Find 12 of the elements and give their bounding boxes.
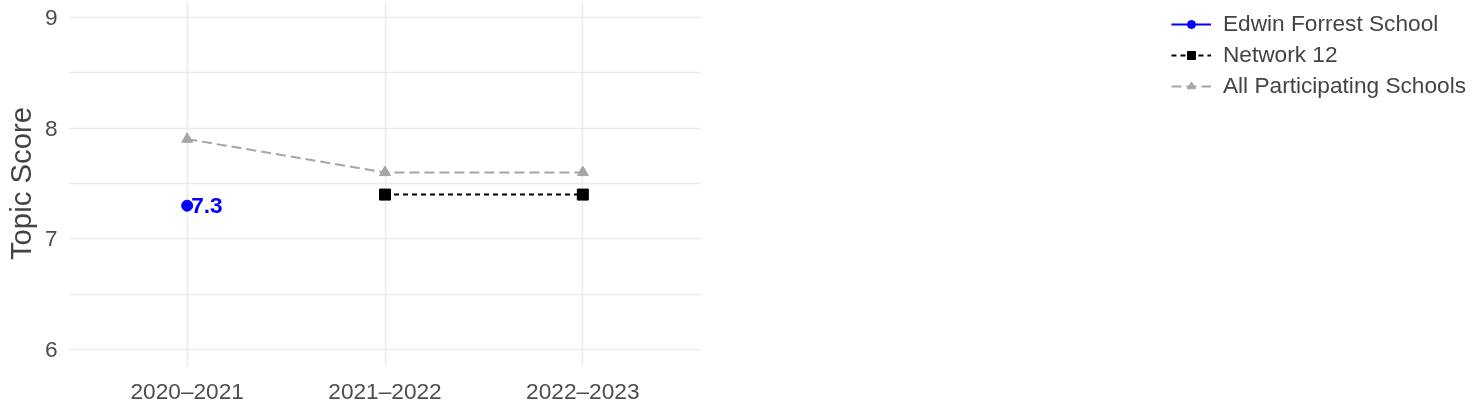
legend-label: Network 12 <box>1222 41 1338 68</box>
legend-label: All Participating Schools <box>1222 72 1466 99</box>
y-tick-label: 7 <box>44 225 58 252</box>
legend-label: Edwin Forrest School <box>1222 10 1439 37</box>
data-label: 7.3 <box>191 192 223 219</box>
x-tick-label: 2021–2022 <box>328 377 442 404</box>
y-tick-label: 8 <box>44 114 58 141</box>
y-tick-label: 9 <box>44 3 58 30</box>
x-tick-label: 2022–2023 <box>526 377 640 404</box>
y-axis-title: Topic Score <box>3 106 37 261</box>
y-tick-label: 6 <box>44 336 58 363</box>
x-tick-label: 2020–2021 <box>130 377 244 404</box>
